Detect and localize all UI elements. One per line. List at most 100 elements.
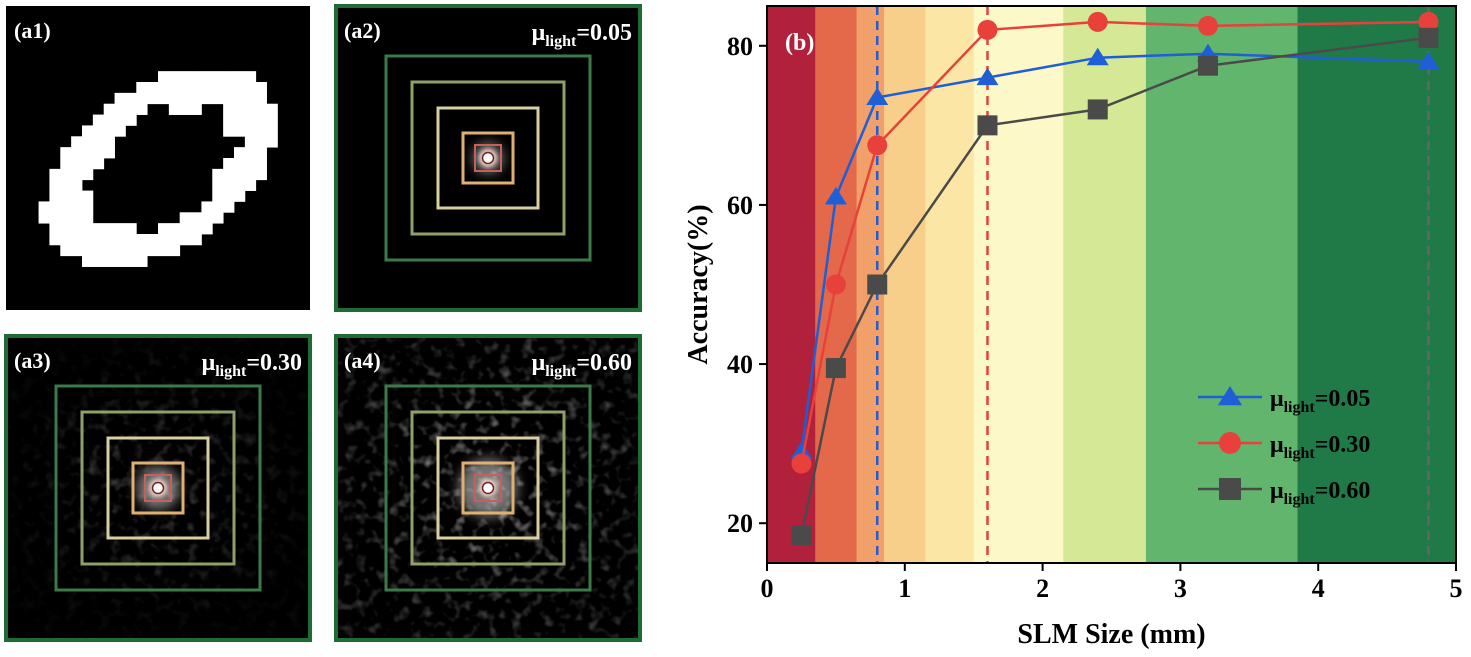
mu-symbol: μ bbox=[202, 350, 216, 376]
mu-subscript: light bbox=[1284, 445, 1316, 462]
digit-pixel bbox=[136, 82, 148, 94]
digit-pixel bbox=[49, 190, 61, 202]
digit-pixel bbox=[103, 114, 115, 126]
digit-pixel bbox=[212, 190, 224, 202]
digit-pixel bbox=[71, 201, 83, 213]
x-tick-label: 0 bbox=[761, 574, 774, 603]
digit-pixel bbox=[158, 71, 170, 83]
panel-a4-mu-label: μlight=0.60 bbox=[532, 350, 632, 380]
digit-pixel bbox=[158, 234, 170, 246]
digit-pixel bbox=[92, 125, 105, 137]
x-tick-label: 4 bbox=[1312, 574, 1325, 603]
digit-pixel bbox=[234, 190, 246, 202]
digit-pixel bbox=[244, 168, 257, 181]
digit-pixel bbox=[223, 125, 235, 137]
digit-pixel bbox=[255, 125, 267, 137]
digit-pixel bbox=[49, 223, 61, 235]
digit-pixel bbox=[103, 255, 115, 267]
x-axis-label: SLM Size (mm) bbox=[1017, 619, 1205, 650]
digit-pixel bbox=[212, 212, 224, 224]
legend-value: =0.05 bbox=[1315, 386, 1371, 412]
data-point-circle bbox=[867, 135, 888, 156]
background-band bbox=[767, 6, 816, 563]
panel-a4: (a4) μlight=0.60 bbox=[334, 334, 642, 642]
digit-pixel bbox=[60, 223, 72, 235]
digit-pixel bbox=[82, 201, 94, 213]
detector-square bbox=[384, 384, 592, 592]
digit-pixel bbox=[266, 103, 278, 115]
digit-pixel bbox=[38, 201, 50, 213]
digit-pixel bbox=[92, 255, 105, 267]
y-axis-label: Accuracy(%) bbox=[683, 204, 714, 364]
detector-square bbox=[474, 144, 502, 172]
background-band bbox=[1297, 6, 1457, 563]
digit-pixel bbox=[234, 158, 246, 170]
digit-pixel bbox=[49, 179, 61, 191]
digit-pixel bbox=[125, 92, 137, 105]
legend-value: =0.60 bbox=[1315, 478, 1371, 504]
y-tick-label: 20 bbox=[727, 509, 753, 538]
digit-pixel bbox=[71, 223, 83, 235]
digit-pixel bbox=[212, 201, 224, 213]
digit-pixel bbox=[60, 201, 72, 213]
digit-pixel bbox=[212, 179, 224, 191]
series-square bbox=[791, 27, 1439, 546]
detector-square bbox=[436, 436, 540, 540]
digit-pixel bbox=[190, 234, 202, 246]
digit-pixel bbox=[71, 168, 83, 181]
digit-pixel bbox=[60, 179, 72, 191]
digit-pixel bbox=[92, 158, 105, 170]
digit-pixel bbox=[147, 234, 159, 246]
x-tick-label: 1 bbox=[898, 574, 911, 603]
data-point-circle bbox=[1418, 11, 1439, 32]
digit-pixel bbox=[103, 125, 115, 137]
digit-pixel bbox=[38, 212, 50, 224]
data-point-triangle bbox=[866, 87, 889, 106]
digit-pixel bbox=[147, 82, 159, 94]
digit-pixel bbox=[190, 92, 202, 105]
digit-pixel bbox=[179, 212, 191, 224]
digit-pixel bbox=[92, 147, 105, 159]
digit-pixel bbox=[201, 223, 213, 235]
mu-subscript: light bbox=[1284, 399, 1316, 416]
digit-pixel bbox=[201, 71, 213, 83]
digit-pixel bbox=[179, 223, 191, 235]
digit-pixel bbox=[190, 103, 202, 115]
digit-pixel bbox=[136, 234, 148, 246]
panel-a1-tag: (a1) bbox=[14, 18, 51, 43]
digit-pixel bbox=[71, 136, 83, 148]
digit-pixel bbox=[60, 147, 72, 159]
digit-pixel bbox=[114, 234, 126, 246]
digit-pixel bbox=[60, 168, 72, 181]
digit-pixel bbox=[71, 234, 83, 246]
digit-pixel bbox=[82, 244, 94, 257]
digit-pixel bbox=[266, 125, 278, 137]
digit-pixel bbox=[244, 147, 257, 159]
data-point-triangle bbox=[824, 186, 847, 205]
digit-pixel bbox=[212, 168, 224, 181]
y-tick-label: 40 bbox=[727, 350, 753, 379]
digit-pixel bbox=[212, 92, 224, 105]
digit-pixel bbox=[125, 223, 137, 235]
detector-square bbox=[106, 436, 210, 540]
mu-symbol: μ bbox=[1270, 478, 1284, 504]
digit-pixel bbox=[244, 82, 257, 94]
digit-pixel bbox=[255, 158, 267, 170]
digit-pixel bbox=[190, 71, 202, 83]
series-circle bbox=[791, 11, 1439, 474]
y-tick-label: 60 bbox=[727, 191, 753, 220]
digit-pixel bbox=[114, 125, 126, 137]
x-axis-ticks: 0 1 2 3 4 5 bbox=[761, 563, 1463, 603]
digit-pixel bbox=[136, 255, 148, 267]
digit-pixel bbox=[255, 82, 267, 94]
digit-zero-image bbox=[38, 71, 278, 267]
x-tick-label: 5 bbox=[1450, 574, 1463, 603]
data-point-circle bbox=[1219, 432, 1241, 454]
digit-pixel bbox=[234, 103, 246, 115]
digit-pixel bbox=[82, 125, 94, 137]
digit-pixel bbox=[82, 168, 94, 181]
digit-pixel bbox=[103, 234, 115, 246]
digit-pixel bbox=[60, 234, 72, 246]
digit-pixel bbox=[234, 168, 246, 181]
